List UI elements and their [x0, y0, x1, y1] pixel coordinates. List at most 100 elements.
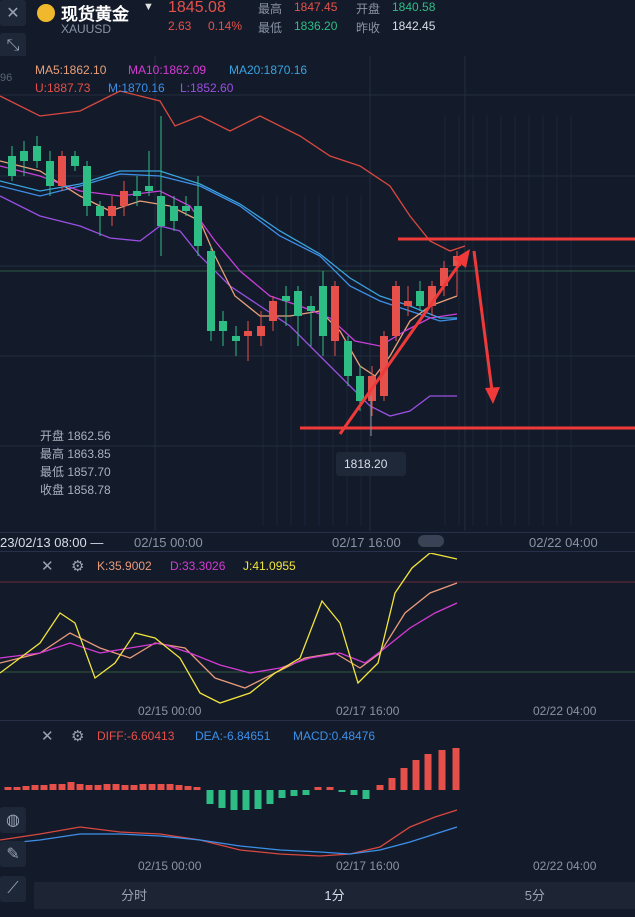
candle-body — [219, 321, 227, 331]
macd-dea-label: DEA:-6.84651 — [195, 729, 271, 743]
macd-time-tick: 02/17 16:00 — [336, 859, 400, 873]
macd-chart[interactable] — [0, 722, 635, 880]
candle-body — [416, 291, 424, 306]
candle-body — [194, 206, 202, 246]
kdj-time-tick: 02/15 00:00 — [138, 704, 202, 718]
ma10-label: MA10:1862.09 — [128, 63, 207, 77]
prev-close-label: 昨收 — [356, 21, 381, 35]
macd-bar — [350, 790, 358, 795]
candle-body — [331, 286, 339, 341]
macd-diff-label: DIFF:-6.60413 — [97, 729, 175, 743]
ohlc-close: 收盘 1858.78 — [40, 483, 111, 497]
macd-bar — [85, 785, 93, 790]
tab-1min[interactable]: 1分 — [324, 888, 345, 903]
macd-bar — [400, 768, 408, 790]
close-icon[interactable]: ✕ — [0, 0, 26, 26]
macd-bar — [254, 790, 262, 809]
macd-bar — [362, 790, 370, 799]
close-macd-icon[interactable]: ✕ — [41, 728, 54, 745]
candle-body — [344, 341, 352, 376]
candle-body — [404, 301, 412, 306]
tab-5min[interactable]: 5分 — [524, 888, 545, 903]
macd-bar — [314, 787, 322, 790]
macd-bar — [193, 787, 201, 790]
kdj-chart[interactable] — [0, 553, 635, 718]
macd-bar — [148, 784, 156, 790]
candle-body — [120, 191, 128, 206]
settings-kdj-icon[interactable]: ⚙ — [71, 558, 85, 575]
candle-body — [157, 196, 165, 226]
macd-bar — [40, 785, 48, 790]
tab-timeshare[interactable]: 分时 — [121, 888, 148, 903]
last-price: 1845.08 — [168, 0, 226, 16]
price-change-pct: 0.14% — [208, 19, 243, 33]
time-tick: 02/15 00:00 — [134, 535, 203, 550]
candle-body — [244, 331, 252, 336]
macd-bar — [290, 790, 298, 796]
candle-body — [232, 336, 240, 341]
dropdown-caret-icon[interactable]: ▼ — [143, 1, 154, 13]
macd-bar — [452, 748, 460, 790]
macd-bar — [130, 785, 138, 790]
macd-value-label: MACD:0.48476 — [293, 729, 376, 743]
macd-bar — [230, 790, 238, 810]
macd-bar — [166, 784, 174, 790]
line-tool-icon[interactable]: ⟋ — [0, 876, 26, 902]
candle-body — [294, 291, 302, 316]
boll-lower-line — [0, 195, 457, 417]
candle-body — [307, 306, 315, 311]
macd-time-tick: 02/22 04:00 — [533, 859, 597, 873]
macd-bar — [206, 790, 214, 804]
kdj-d-label: D:33.3026 — [170, 559, 226, 573]
macd-bar — [388, 778, 396, 790]
macd-bar — [76, 784, 84, 790]
boll-upper-label: U:1887.73 — [35, 81, 91, 95]
shrink-chart-icon[interactable]: ⤡ — [0, 33, 26, 59]
macd-bar — [175, 785, 183, 790]
background-buildings — [440, 116, 580, 526]
close-kdj-icon[interactable]: ✕ — [41, 558, 54, 575]
instrument-name[interactable]: 现货黄金 — [61, 5, 129, 24]
macd-bar — [438, 750, 446, 790]
boll-mid-label: M:1870.16 — [108, 81, 165, 95]
macd-bar — [326, 787, 334, 790]
candle-body — [257, 326, 265, 336]
macd-bar — [13, 787, 21, 790]
ohlc-open: 开盘 1862.56 — [40, 429, 111, 443]
low-price-marker — [336, 452, 406, 476]
candle-body — [46, 161, 54, 186]
macd-bar — [112, 784, 120, 790]
kdj-k-label: K:35.9002 — [97, 559, 152, 573]
ohlc-high: 最高 1863.85 — [40, 447, 111, 461]
boll-lower-label: L:1852.60 — [180, 81, 234, 95]
prev-close-value: 1842.45 — [392, 19, 436, 33]
candle-body — [182, 206, 190, 211]
price-change: 2.63 — [168, 19, 192, 33]
boll-upper-line — [0, 90, 466, 252]
macd-bar — [157, 784, 165, 790]
candlestick-chart[interactable] — [0, 56, 635, 536]
drag-handle-icon[interactable] — [418, 535, 444, 547]
high-label: 最高 — [258, 2, 283, 16]
macd-bar — [218, 790, 226, 808]
candle-body — [71, 156, 79, 166]
settings-macd-icon[interactable]: ⚙ — [71, 728, 85, 745]
candle-body — [282, 296, 290, 301]
macd-bar — [58, 784, 66, 790]
time-axis — [0, 532, 635, 552]
trend-annotation — [300, 237, 635, 435]
candle-style-icon[interactable]: ◍ — [0, 807, 26, 833]
candle-body — [392, 286, 400, 336]
low-price-marker-label: 1818.20 — [344, 457, 388, 471]
candle-body — [428, 286, 436, 306]
macd-bar — [242, 790, 250, 810]
macd-bar — [31, 785, 39, 790]
kdj-j-line — [0, 553, 458, 704]
macd-bar — [67, 782, 75, 790]
candle-body — [108, 206, 116, 216]
low-label: 最低 — [258, 21, 283, 35]
draw-pen-icon[interactable]: ✎ — [0, 841, 26, 867]
macd-bar — [424, 754, 432, 790]
candle-body — [20, 151, 28, 161]
macd-bar — [376, 785, 384, 790]
